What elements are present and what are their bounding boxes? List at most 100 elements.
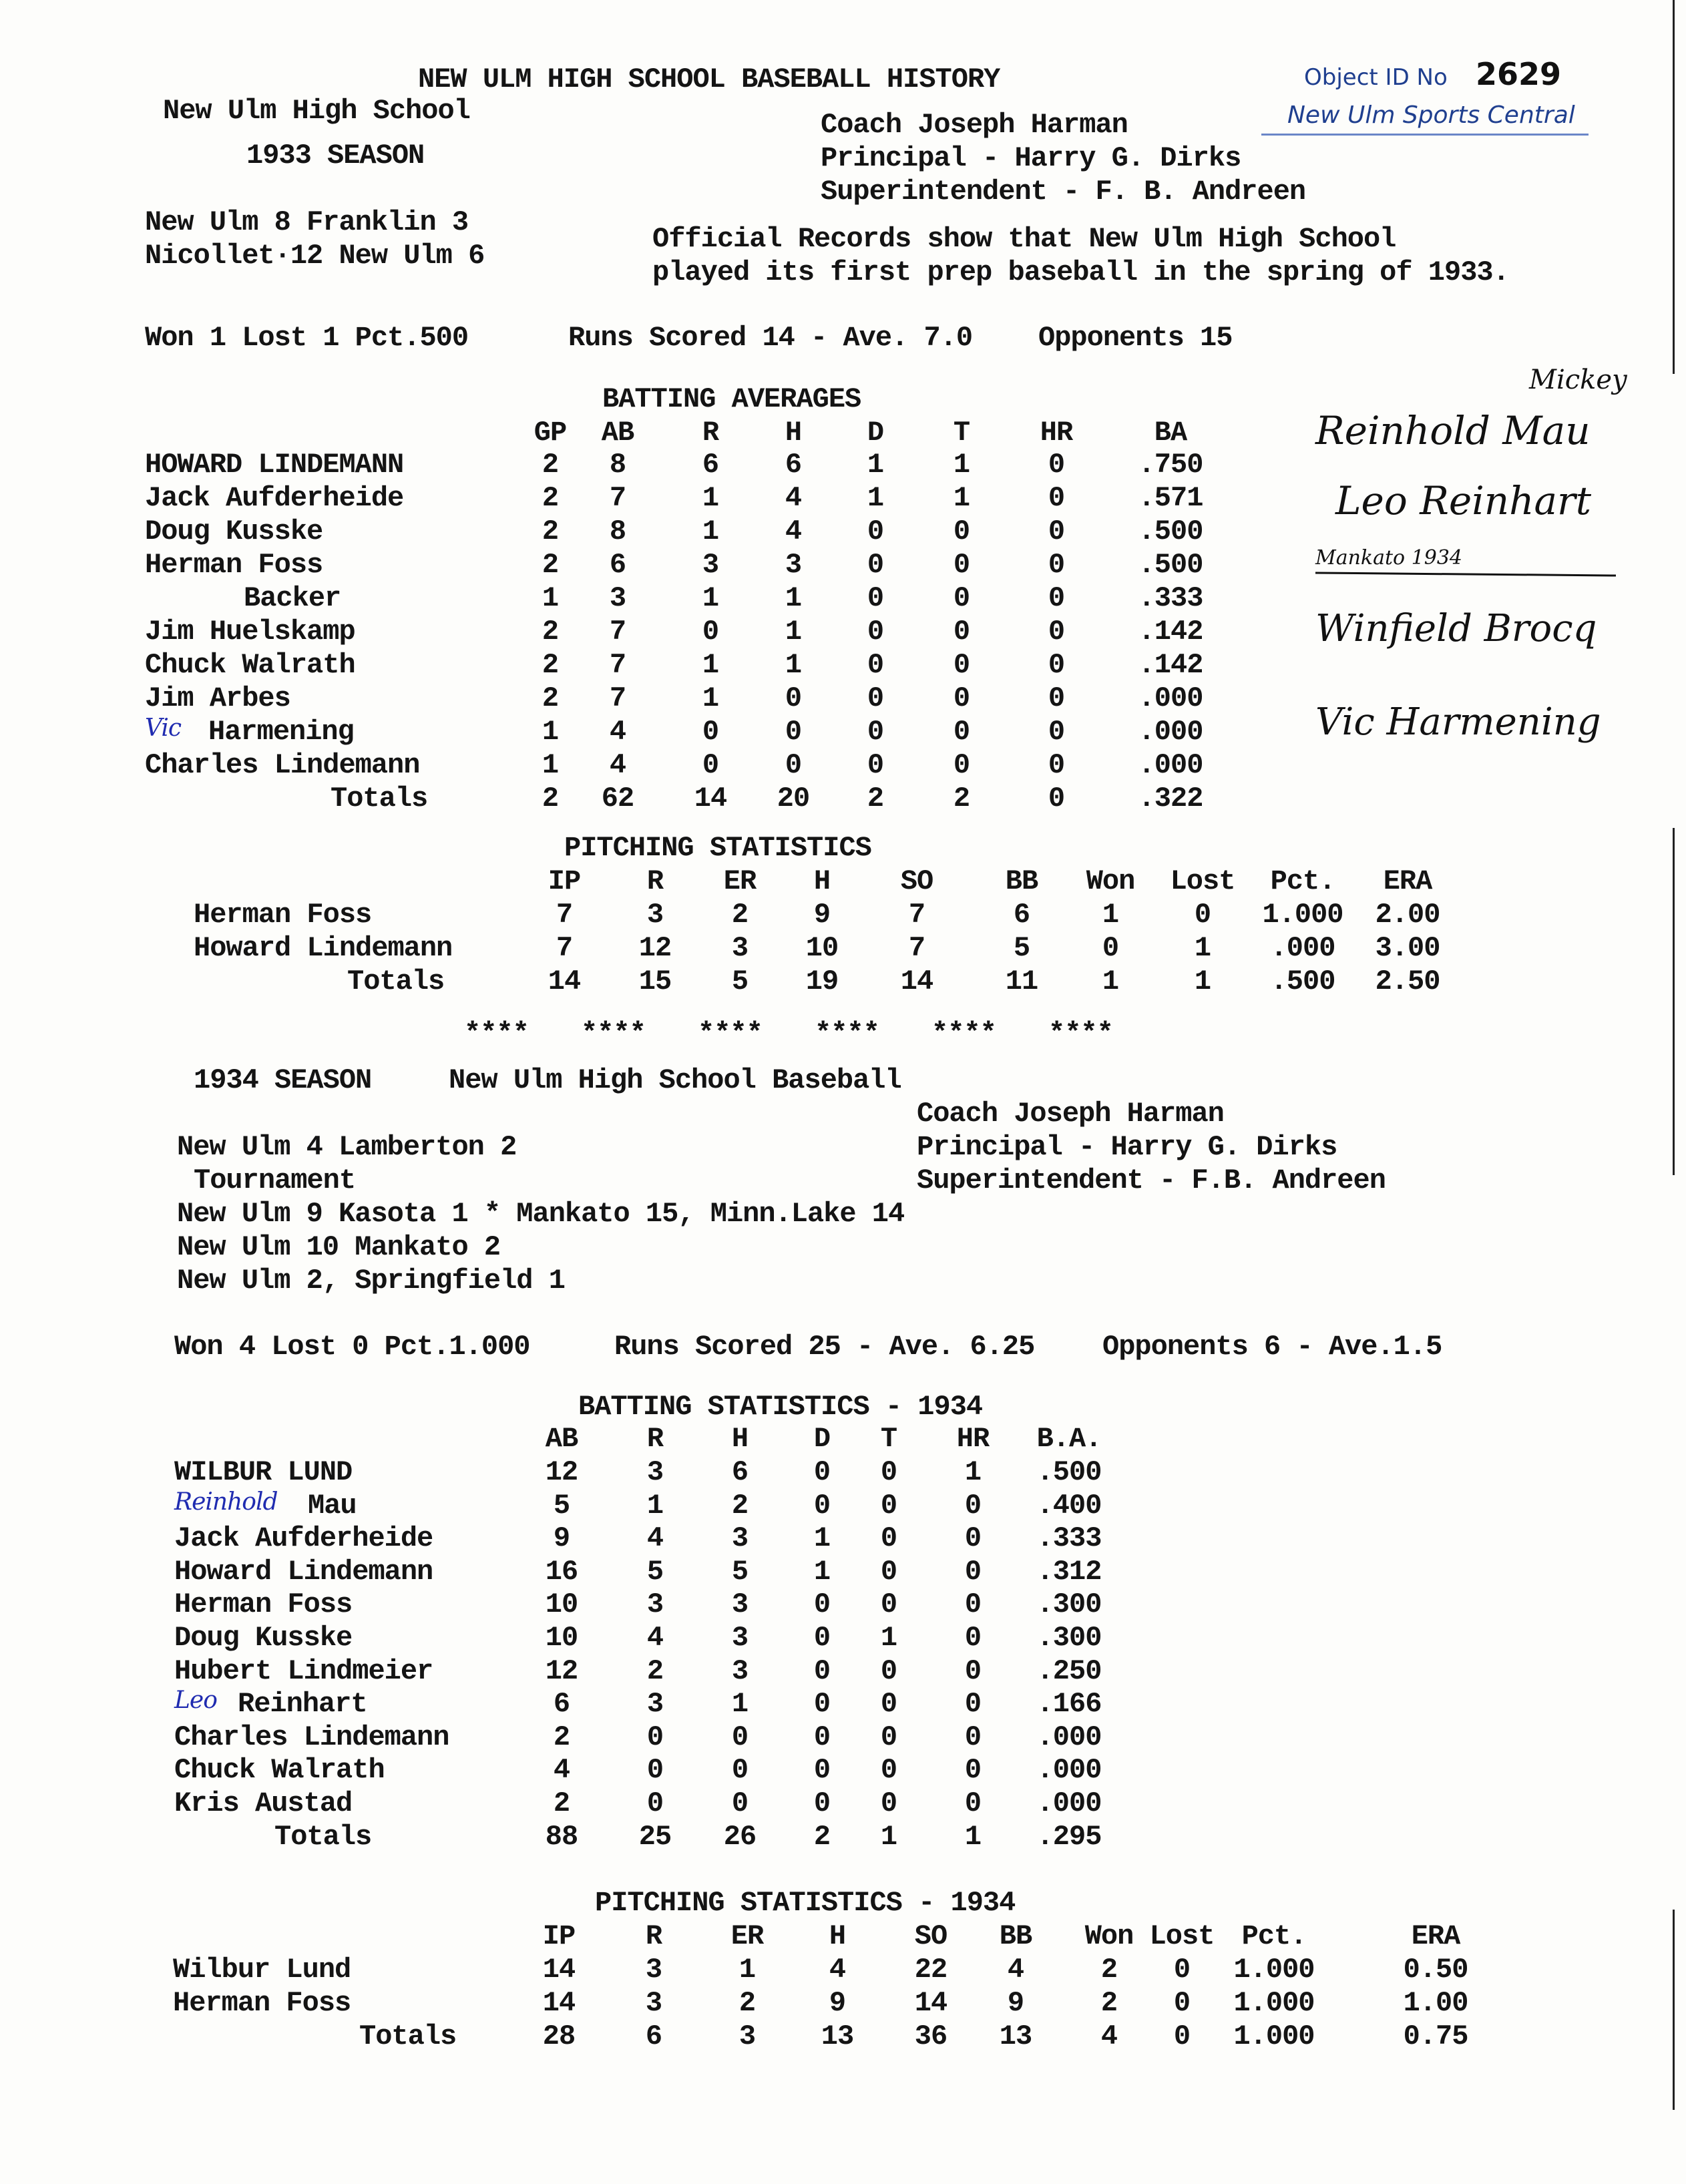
column-header: SO	[914, 1920, 947, 1952]
opponents-1934: Opponents 6 - Ave.1.5	[1102, 1331, 1442, 1363]
stat-cell: 2	[553, 1787, 570, 1819]
handwritten-first-name: Reinhold	[174, 1488, 278, 1516]
stat-cell: 14	[542, 1954, 576, 1986]
stat-cell: 4	[785, 515, 802, 548]
stat-cell: 0	[867, 616, 884, 648]
stat-cell: 0	[880, 1555, 897, 1588]
stat-cell: 1	[880, 1820, 897, 1853]
stat-cell: 0	[731, 1787, 749, 1819]
stat-cell: 7	[609, 682, 626, 714]
column-header: BB	[999, 1920, 1032, 1952]
totals-label: Totals	[347, 965, 445, 998]
column-header: D	[867, 417, 884, 449]
stat-cell: 0	[646, 1721, 664, 1753]
stat-cell: 7	[556, 932, 573, 964]
column-header: R	[702, 417, 719, 449]
batting-title-1934: BATTING STATISTICS - 1934	[578, 1391, 983, 1423]
player-name: Herman Foss	[173, 1987, 351, 2019]
stat-cell: 1	[785, 616, 802, 648]
stat-cell: 10	[545, 1588, 578, 1621]
stat-cell: 0	[1048, 716, 1065, 748]
stat-cell: 0	[731, 1754, 749, 1787]
stat-cell: 4	[785, 482, 802, 514]
stat-cell: 0	[813, 1721, 831, 1753]
stat-cell: 2	[1100, 1987, 1118, 2019]
game-result: New Ulm 10 Mankato 2	[177, 1231, 501, 1263]
totals-label: Totals	[274, 1820, 372, 1853]
season-record-1934: Won 4 Lost 0 Pct.1.000	[174, 1331, 530, 1363]
stat-cell: 12	[638, 932, 672, 964]
stat-cell: 3	[731, 1522, 749, 1555]
stat-cell: 1	[1102, 899, 1119, 931]
stat-cell: 9	[829, 1987, 846, 2019]
stat-cell: 8	[609, 449, 626, 481]
column-header: R	[646, 1423, 664, 1455]
stat-cell: 19	[805, 965, 839, 998]
stat-cell: 3	[731, 932, 749, 964]
stat-cell: 1	[813, 1555, 831, 1588]
stat-cell: .000	[1138, 682, 1204, 714]
stat-cell: 1	[646, 1489, 664, 1522]
stat-cell: 2.50	[1375, 965, 1441, 998]
stat-cell: 0	[964, 1787, 982, 1819]
page-edge	[1673, 1910, 1675, 2110]
stat-cell: 3	[646, 899, 664, 931]
stat-cell: 2	[553, 1721, 570, 1753]
stat-cell: 10	[545, 1622, 578, 1654]
stat-cell: 1	[702, 682, 719, 714]
stat-cell: 1	[702, 582, 719, 614]
stat-cell: 1.000	[1233, 2020, 1315, 2052]
player-name: Reinhart	[238, 1688, 368, 1721]
stat-cell: 3.00	[1375, 932, 1441, 964]
player-name: Jim Huelskamp	[145, 616, 356, 648]
school-name-1934: New Ulm High School Baseball	[449, 1064, 902, 1096]
school-name-1933: New Ulm High School	[163, 95, 471, 127]
game-result: New Ulm 8 Franklin 3	[145, 206, 469, 238]
stat-cell: 28	[542, 2020, 576, 2052]
totals-label: Totals	[359, 2020, 457, 2052]
stat-cell: 4	[646, 1522, 664, 1555]
column-header: ER	[730, 1920, 764, 1952]
stat-cell: 0	[953, 582, 970, 614]
stat-cell: .295	[1036, 1820, 1102, 1853]
stat-cell: 0	[867, 515, 884, 548]
stat-cell: 6	[553, 1688, 570, 1721]
separator-stars: ****	[464, 1018, 530, 1050]
stat-cell: 1.00	[1403, 1987, 1469, 2019]
stat-cell: 0	[813, 1622, 831, 1654]
stat-cell: .312	[1036, 1555, 1102, 1588]
game-result: New Ulm 9 Kasota 1 * Mankato 15, Minn.La…	[177, 1198, 905, 1230]
stat-cell: 1	[867, 482, 884, 514]
player-name: Wilbur Lund	[173, 1954, 351, 1986]
column-header: ER	[723, 865, 757, 897]
stat-cell: 5	[731, 1555, 749, 1588]
handwritten-first-name: Leo	[174, 1687, 218, 1715]
column-header: BA	[1154, 417, 1187, 449]
stat-cell: 0	[702, 749, 719, 781]
stat-cell: .500	[1138, 549, 1204, 581]
stat-cell: 12	[545, 1655, 578, 1687]
player-name: Backer	[244, 582, 341, 614]
stat-cell: 0	[1048, 749, 1065, 781]
game-result: New Ulm 2, Springfield 1	[177, 1265, 566, 1297]
stat-cell: 0	[953, 616, 970, 648]
stat-cell: .000	[1138, 716, 1204, 748]
stat-cell: .000	[1036, 1721, 1102, 1753]
signature: Mankato 1934	[1315, 546, 1462, 570]
stat-cell: 0	[1048, 449, 1065, 481]
stat-cell: .000	[1138, 749, 1204, 781]
stat-cell: 7	[908, 899, 925, 931]
stat-cell: 3	[646, 1456, 664, 1488]
stat-cell: 9	[1007, 1987, 1024, 2019]
stat-cell: 5	[553, 1489, 570, 1522]
column-header: Pct.	[1270, 865, 1336, 897]
stat-cell: 0	[813, 1588, 831, 1621]
stat-cell: 0	[964, 1522, 982, 1555]
stat-cell: 10	[805, 932, 839, 964]
stat-cell: 16	[545, 1555, 578, 1588]
stat-cell: 2	[953, 783, 970, 815]
stat-cell: 1	[953, 449, 970, 481]
column-header: GP	[534, 417, 567, 449]
stat-cell: 3	[731, 1655, 749, 1687]
handwritten-first-name: Vic	[145, 714, 182, 742]
